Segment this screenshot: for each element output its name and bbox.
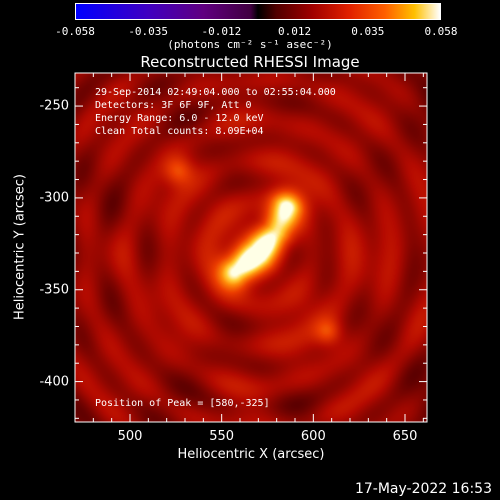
x-tick-label: 650: [392, 429, 418, 444]
heatmap-plot-area: 29-Sep-2014 02:49:04.000 to 02:55:04.000…: [75, 73, 427, 422]
info-line-counts: Clean Total counts: 8.09E+04: [95, 126, 264, 137]
x-tick-label: 500: [117, 429, 143, 444]
colorbar-tick-label: -0.058: [55, 25, 95, 38]
colorbar-tick-label: 0.012: [278, 25, 312, 38]
chart-title: Reconstructed RHESSI Image: [140, 53, 360, 71]
y-tick-label: -350: [39, 282, 69, 298]
y-tick-label: -250: [39, 98, 69, 114]
colorbar-unit-label: (photons cm⁻² s⁻¹ asec⁻²): [167, 38, 333, 51]
heatmap-image: [75, 73, 427, 422]
info-line-detectors: Detectors: 3F 6F 9F, Att 0: [95, 100, 252, 111]
y-tick-label: -400: [39, 374, 69, 390]
plot-border: [74, 72, 428, 423]
peak-position-label: Position of Peak = [580,-325]: [95, 398, 270, 409]
x-axis-label: Heliocentric X (arcsec): [177, 447, 325, 462]
y-axis-label: Heliocentric Y (arcsec): [12, 174, 28, 320]
timestamp: 17-May-2022 16:53: [354, 481, 492, 497]
colorbar-tick-label: 0.058: [424, 25, 458, 38]
y-tick-label: -300: [39, 190, 69, 206]
colorbar-tick-label: -0.012: [201, 25, 242, 38]
info-line-energy: Energy Range: 6.0 - 12.0 keV: [95, 113, 264, 124]
colorbar-tick-label: 0.035: [351, 25, 385, 38]
colorbar: [75, 3, 441, 20]
colorbar-tick-label: -0.035: [128, 25, 169, 38]
info-line-time: 29-Sep-2014 02:49:04.000 to 02:55:04.000: [95, 87, 336, 98]
x-tick-label: 600: [300, 429, 326, 444]
x-tick-label: 550: [209, 429, 235, 444]
